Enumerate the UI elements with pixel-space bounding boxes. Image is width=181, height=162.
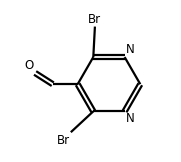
Text: N: N (126, 43, 135, 56)
Text: O: O (24, 59, 33, 72)
Text: Br: Br (57, 134, 70, 147)
Text: Br: Br (88, 13, 102, 26)
Text: N: N (126, 112, 135, 125)
